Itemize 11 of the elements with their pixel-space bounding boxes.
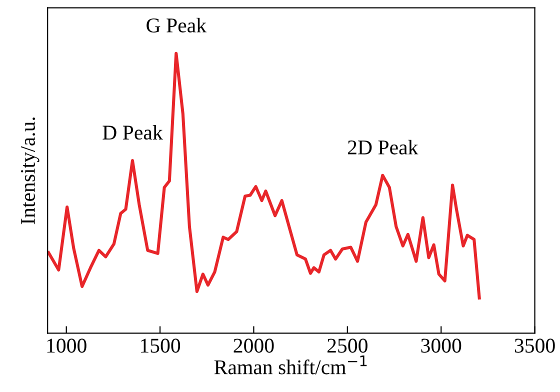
- x-tick-label: 3500: [514, 338, 555, 353]
- x-axis-title: Raman shift/cm$^{−1}$: [214, 356, 367, 374]
- x-tick-label: 3000: [421, 338, 462, 353]
- y-axis-title: Intensity/a.u.: [20, 118, 40, 224]
- x-tick-label: 1500: [141, 338, 180, 353]
- annotation: D Peak: [102, 125, 163, 140]
- x-tick-label: 2500: [327, 338, 368, 353]
- x-tick-label: 2000: [234, 338, 274, 353]
- x-tick-label: 1000: [47, 338, 86, 353]
- annotation: G Peak: [146, 18, 207, 32]
- annotation: 2D Peak: [348, 140, 418, 154]
